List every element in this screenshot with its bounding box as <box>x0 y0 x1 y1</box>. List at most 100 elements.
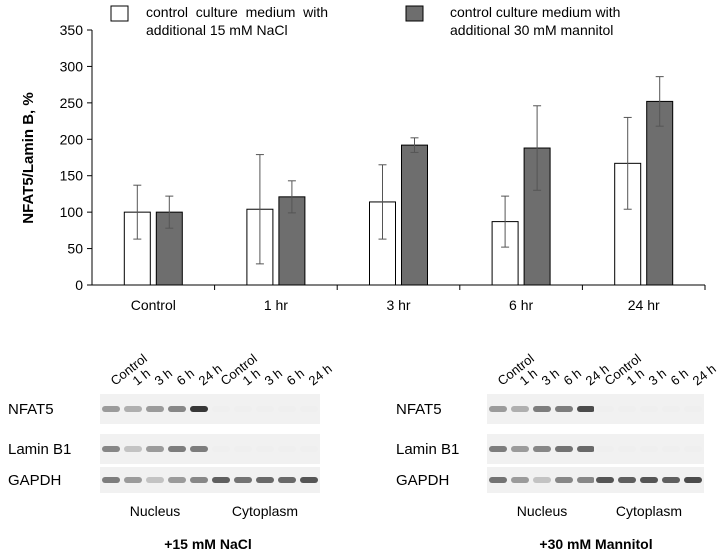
blot-row-label: GAPDH <box>396 472 449 489</box>
blot-band <box>168 477 186 483</box>
blot-band <box>618 446 636 452</box>
blot-band <box>300 477 318 483</box>
blot-band <box>190 477 208 483</box>
blot-band <box>124 406 142 412</box>
blot-band <box>684 446 702 452</box>
error-bar <box>410 137 419 153</box>
y-tick-label: 350 <box>60 22 84 38</box>
blot-band <box>662 446 680 452</box>
blot-row-label: Lamin B1 <box>8 441 71 458</box>
blot-band <box>489 446 507 452</box>
lane-label: 24 h <box>690 361 719 388</box>
x-tick-label: 3 hr <box>386 297 410 313</box>
panel-title: +15 mM NaCl <box>164 536 252 552</box>
lane-label: 6 h <box>561 365 584 388</box>
legend-swatch-mannitol <box>405 5 424 22</box>
blot-band <box>102 406 120 412</box>
blot-band <box>190 446 208 452</box>
blot-band <box>234 477 252 483</box>
lane-label: 3 h <box>539 365 562 388</box>
lane-label: 3 h <box>646 365 669 388</box>
panel-title: +30 mM Mannitol <box>539 536 652 552</box>
legend-label-nacl-line2: additional 15 mM NaCl <box>146 22 288 38</box>
bar-series-2-24-hr <box>646 100 674 286</box>
nucleus-label: Nucleus <box>130 503 181 519</box>
blot-band <box>555 477 573 483</box>
cytoplasm-label: Cytoplasm <box>616 503 682 519</box>
y-tick-label: 150 <box>60 168 84 184</box>
legend-label-mannitol-line2: additional 30 mM mannitol <box>450 22 613 38</box>
bar-chart: 0 50 100 150 200 250 300 350 Control 1 hr 3 hr 6 h… <box>20 22 706 313</box>
legend-swatch-nacl <box>110 5 129 22</box>
blot-band <box>684 477 702 483</box>
bars <box>123 76 674 286</box>
blot-band <box>146 446 164 452</box>
blot-band <box>102 477 120 483</box>
blot-band <box>684 406 702 412</box>
y-tick-label: 50 <box>67 241 83 257</box>
blot-band <box>511 406 529 412</box>
blot-band <box>168 406 186 412</box>
error-bar <box>655 76 664 127</box>
blot-band <box>640 446 658 452</box>
blot-band <box>511 446 529 452</box>
blot-band <box>168 446 186 452</box>
lane-label: 6 h <box>174 365 197 388</box>
blot-band <box>234 406 252 412</box>
blot-band <box>640 406 658 412</box>
bar-series-2-3-hr <box>401 144 428 286</box>
blot-band <box>596 477 614 483</box>
blot-band <box>533 406 551 412</box>
legend: control culture medium with additional 1… <box>110 4 620 38</box>
blot-band <box>212 446 230 452</box>
lane-label: 3 h <box>262 365 285 388</box>
error-bar <box>133 184 142 240</box>
legend-label-mannitol-line1: control culture medium with <box>450 4 620 20</box>
cytoplasm-label: Cytoplasm <box>232 503 298 519</box>
lane-label: 6 h <box>284 365 307 388</box>
lane-label: 6 h <box>668 365 691 388</box>
lane-label: 24 h <box>306 361 335 388</box>
blot-band <box>278 477 296 483</box>
blot-band <box>256 446 274 452</box>
blot-band <box>190 406 208 412</box>
x-tick-label: 24 hr <box>628 297 660 313</box>
blot-band <box>662 477 680 483</box>
blot-row-label: NFAT5 <box>8 401 54 418</box>
blot-band <box>124 446 142 452</box>
error-bar <box>287 180 296 214</box>
blot-band <box>102 446 120 452</box>
blot-band <box>124 477 142 483</box>
y-tick-label: 100 <box>60 204 84 220</box>
error-bar <box>501 195 510 248</box>
blot-band <box>533 477 551 483</box>
blot-band <box>234 446 252 452</box>
y-tick-label: 300 <box>60 58 84 74</box>
blot-band <box>596 406 614 412</box>
x-ticks: Control 1 hr 3 hr 6 hr 24 hr <box>131 285 706 313</box>
blot-band <box>577 477 595 483</box>
blot-band <box>300 406 318 412</box>
blot-row-label: GAPDH <box>8 472 61 489</box>
blot-band <box>212 477 230 483</box>
blot-band <box>278 406 296 412</box>
legend-label-nacl-line1: control culture medium with <box>146 4 328 20</box>
blot-band <box>555 406 573 412</box>
y-axis-label: NFAT5/Lamin B, % <box>20 92 37 223</box>
x-tick-label: 6 hr <box>509 297 533 313</box>
lane-label: 3 h <box>152 365 175 388</box>
error-bar <box>378 164 387 240</box>
blot-band <box>256 406 274 412</box>
error-bar <box>623 116 632 210</box>
blot-band <box>511 477 529 483</box>
blot-band <box>533 446 551 452</box>
blot-band <box>256 477 274 483</box>
error-bar <box>533 105 542 191</box>
blot-row-label: Lamin B1 <box>396 441 459 458</box>
blot-band <box>278 446 296 452</box>
x-tick-label: Control <box>131 297 176 313</box>
nucleus-label: Nucleus <box>517 503 568 519</box>
blot-band <box>577 406 595 412</box>
